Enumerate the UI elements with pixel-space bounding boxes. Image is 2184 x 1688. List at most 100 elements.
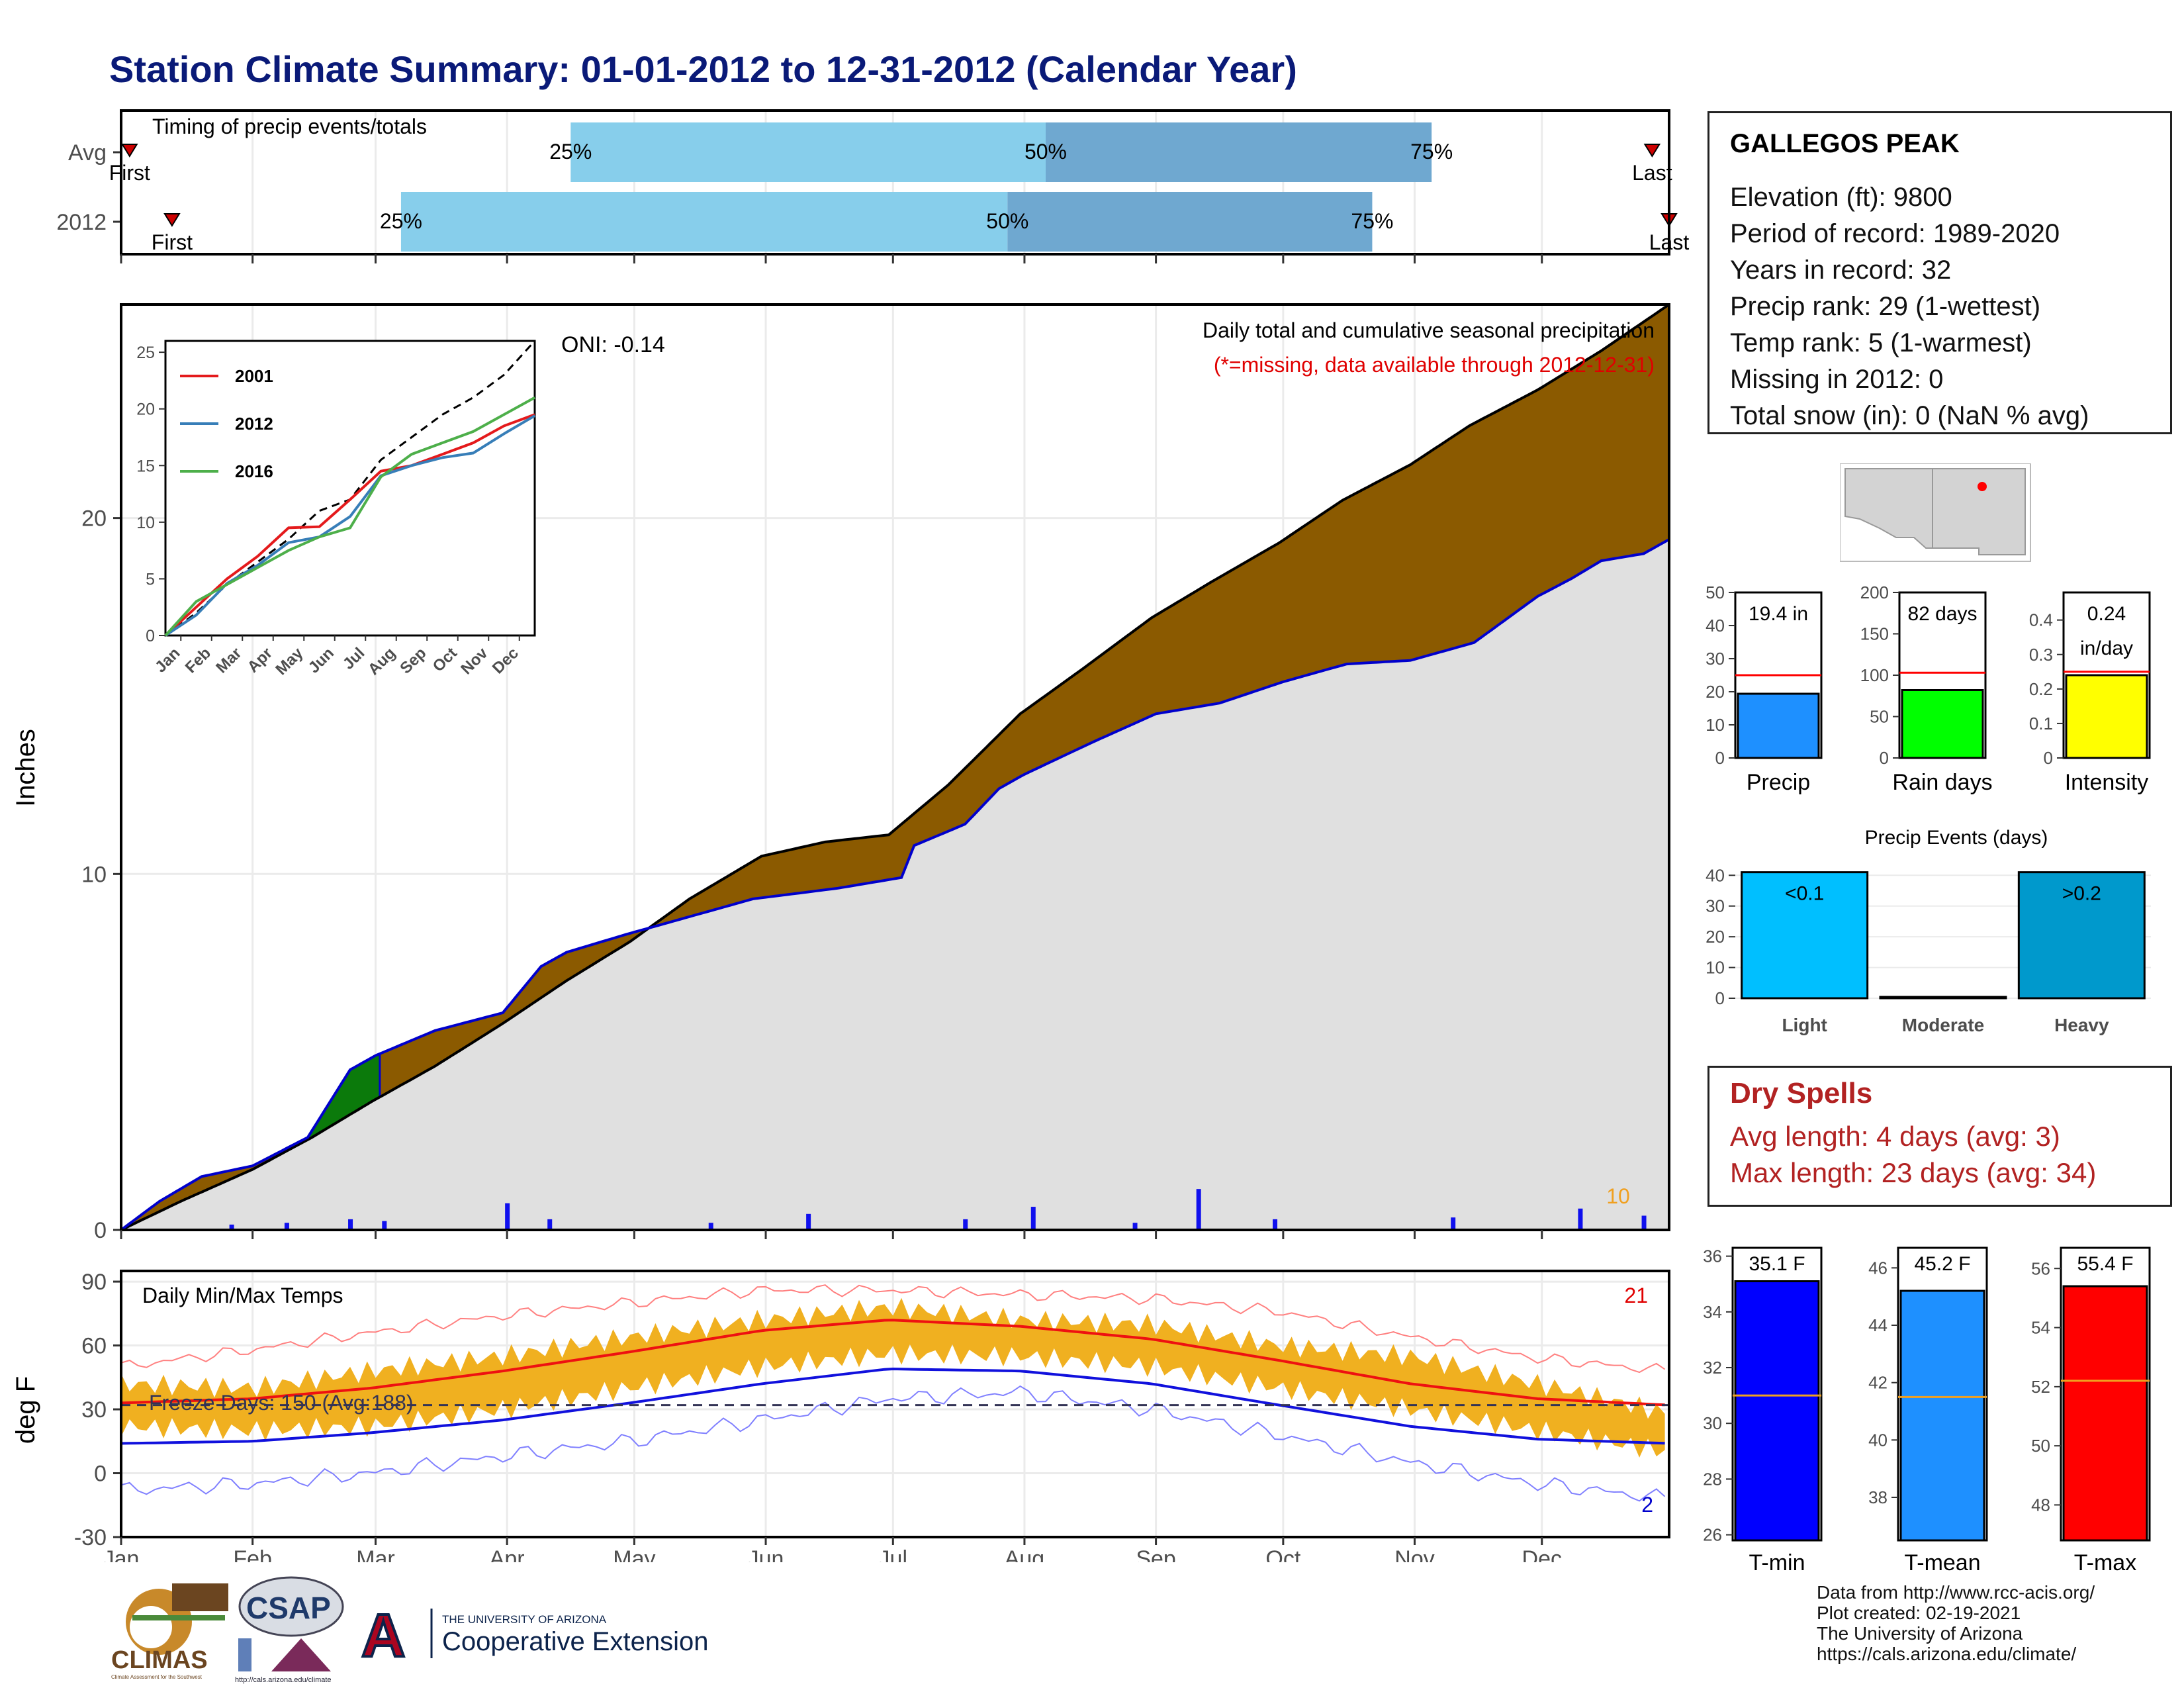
timing-p75-label: 75%: [1351, 209, 1393, 233]
summary-y-tick-label: 0: [2044, 748, 2053, 768]
summary-value-label: 35.1 F: [1749, 1253, 1805, 1275]
precip-events-chart: Precip Events (days) 0 10 20 30 40 <0.1 Light Mo…: [1706, 827, 2151, 1035]
precip-chart-subtitle: (*=missing, data available through 2012-…: [1214, 353, 1655, 377]
summary-y-tick-label: 54: [2031, 1318, 2050, 1338]
summary-y-tick-label: 100: [1860, 665, 1889, 685]
summary-y-tick-label: 36: [1703, 1246, 1722, 1266]
summary-y-tick-label: 28: [1703, 1469, 1722, 1489]
timing-bar-50-75: [1045, 122, 1432, 182]
dry-spells-title: Dry Spells: [1730, 1077, 1873, 1109]
precip-events-y-tick-label: 30: [1706, 896, 1725, 916]
summary-category-label: T-max: [2074, 1550, 2136, 1575]
inset-legend-label: 2016: [235, 461, 273, 481]
summary-y-tick-label: 56: [2031, 1258, 2050, 1278]
cloud-icon: [238, 1576, 344, 1637]
temp-x-tick-label: Dec: [1522, 1546, 1562, 1562]
credit-line: Plot created: 02-19-2021: [1817, 1603, 2021, 1623]
station-marker-icon: [1978, 482, 1987, 491]
normal-min-line: [120, 1367, 1665, 1445]
timing-bar-25-50: [570, 122, 1046, 182]
precip-events-y-tick-label: 40: [1706, 865, 1725, 885]
dry-spells-box: Dry Spells Avg length: 4 days (avg: 3) M…: [1707, 1066, 2172, 1207]
summary-y-tick-label: 10: [1706, 715, 1725, 735]
temp-y-tick-label: -30: [74, 1525, 107, 1550]
summary-y-tick-label: 0: [1880, 748, 1889, 768]
precip-events-y-tick-label: 0: [1715, 988, 1725, 1008]
precip-frame: [120, 303, 1670, 1231]
dry-spell-line: Avg length: 4 days (avg: 3): [1730, 1121, 2060, 1152]
station-detail-line: Years in record: 32: [1730, 256, 1952, 285]
csap-wordmark: CSAP: [246, 1591, 331, 1625]
freeze-days-label: Freeze Days: 150 (Avg:188): [149, 1391, 414, 1415]
timing-p25-label: 25%: [549, 140, 592, 164]
summary-value-label: 55.4 F: [2077, 1253, 2133, 1275]
summary-y-tick-label: 44: [1868, 1315, 1888, 1335]
daily-precip-bar: [806, 1213, 811, 1230]
climas-wordmark: CLIMAS: [111, 1646, 208, 1674]
summary-y-tick-label: 150: [1860, 624, 1889, 644]
timing-first-label: First: [109, 161, 150, 185]
csap-logo: CSAP http://cals.arizona.edu/climate: [235, 1576, 344, 1684]
timing-last-label: Last: [1632, 161, 1672, 185]
precip-events-bar-moderate: [1879, 996, 2007, 1000]
dry-spells-details: Avg length: 4 days (avg: 3) Max length: …: [1730, 1118, 2096, 1191]
ua-name: THE UNIVERSITY OF ARIZONA: [442, 1613, 607, 1626]
page-title: Station Climate Summary: 01-01-2012 to 1…: [109, 48, 1297, 90]
summary-category-label: Rain days: [1892, 770, 1992, 795]
normal-max-line: [120, 1319, 1665, 1407]
temp-x-tick-label: Mar: [356, 1546, 395, 1562]
daily-precip-bar: [1196, 1189, 1201, 1230]
credit-line: https://cals.arizona.edu/climate/: [1817, 1644, 2077, 1664]
daily-precip-bar: [229, 1224, 234, 1230]
inset-legend-label: 2012: [235, 414, 273, 434]
temp-x-tick-label: Oct: [1265, 1546, 1300, 1562]
station-detail-line: Period of record: 1989-2020: [1730, 219, 2060, 248]
summary-bar-rain-days: [1901, 689, 1984, 759]
daily-precip-bar: [547, 1219, 553, 1230]
climatology-cumulative-line: [120, 303, 1670, 1231]
precip-y-tick-label: 0: [94, 1218, 107, 1243]
temp-y-axis-label: deg F: [11, 1376, 40, 1444]
max-daily-label: 10: [1606, 1184, 1630, 1208]
temp-x-tick-label: Aug: [1005, 1546, 1045, 1562]
daily-precip-bar: [382, 1221, 387, 1230]
dry-spell-line: Max length: 23 days (avg: 34): [1730, 1157, 2097, 1188]
summary-value-label-2: in/day: [2080, 637, 2133, 659]
station-detail-line: Elevation (ft): 9800: [1730, 183, 1952, 212]
temp-frame: [120, 1270, 1670, 1538]
ua-extension-logo: A THE UNIVERSITY OF ARIZONA Cooperative …: [357, 1601, 708, 1668]
timing-bar-50-75: [1007, 192, 1373, 252]
record-high-count: 21: [1624, 1284, 1648, 1307]
summary-bar-t-max: [2062, 1285, 2148, 1542]
summary-y-tick-label: 20: [1706, 682, 1725, 702]
record-min-line: [120, 1385, 1666, 1502]
observed-cumulative-area: [121, 539, 1669, 1230]
temp-y-tick-label: 0: [94, 1462, 107, 1487]
station-info-box: GALLEGOS PEAK Elevation (ft): 9800 Perio…: [1707, 111, 2172, 434]
summary-y-tick-label: 46: [1868, 1258, 1888, 1278]
station-details: Elevation (ft): 9800 Period of record: 1…: [1730, 179, 2089, 434]
summary-y-tick-label: 32: [1703, 1358, 1722, 1378]
inset-y-tick-label: 20: [136, 400, 155, 419]
climas-logo: CLIMAS Climate Assessment for the Southw…: [111, 1583, 228, 1680]
daily-precip-bar: [1578, 1208, 1583, 1230]
credit-line: The University of Arizona: [1817, 1623, 2023, 1644]
summary-y-tick-label: 34: [1703, 1302, 1722, 1322]
summary-value-label: 45.2 F: [1914, 1253, 1970, 1275]
location-map: [1840, 463, 2031, 562]
credit-line: Data from http://www.rcc-acis.org/: [1817, 1582, 2095, 1603]
summary-category-label: T-mean: [1904, 1550, 1980, 1575]
summary-y-tick-label: 200: [1860, 583, 1889, 602]
inset-series-line-2001: [164, 413, 535, 637]
summary-category-label: T-min: [1749, 1550, 1805, 1575]
summary-y-tick-label: 0.2: [2029, 679, 2053, 699]
oni-label: ONI: -0.14: [561, 332, 665, 357]
ua-extension-name: Cooperative Extension: [442, 1627, 708, 1656]
summary-category-label: Precip: [1747, 770, 1810, 795]
summary-y-tick-label: 0.1: [2029, 714, 2053, 733]
temp-y-tick-label: 90: [81, 1270, 107, 1295]
summary-y-tick-label: 26: [1703, 1525, 1722, 1545]
summary-y-tick-label: 50: [1870, 707, 1889, 727]
record-max-line: [120, 1284, 1666, 1374]
